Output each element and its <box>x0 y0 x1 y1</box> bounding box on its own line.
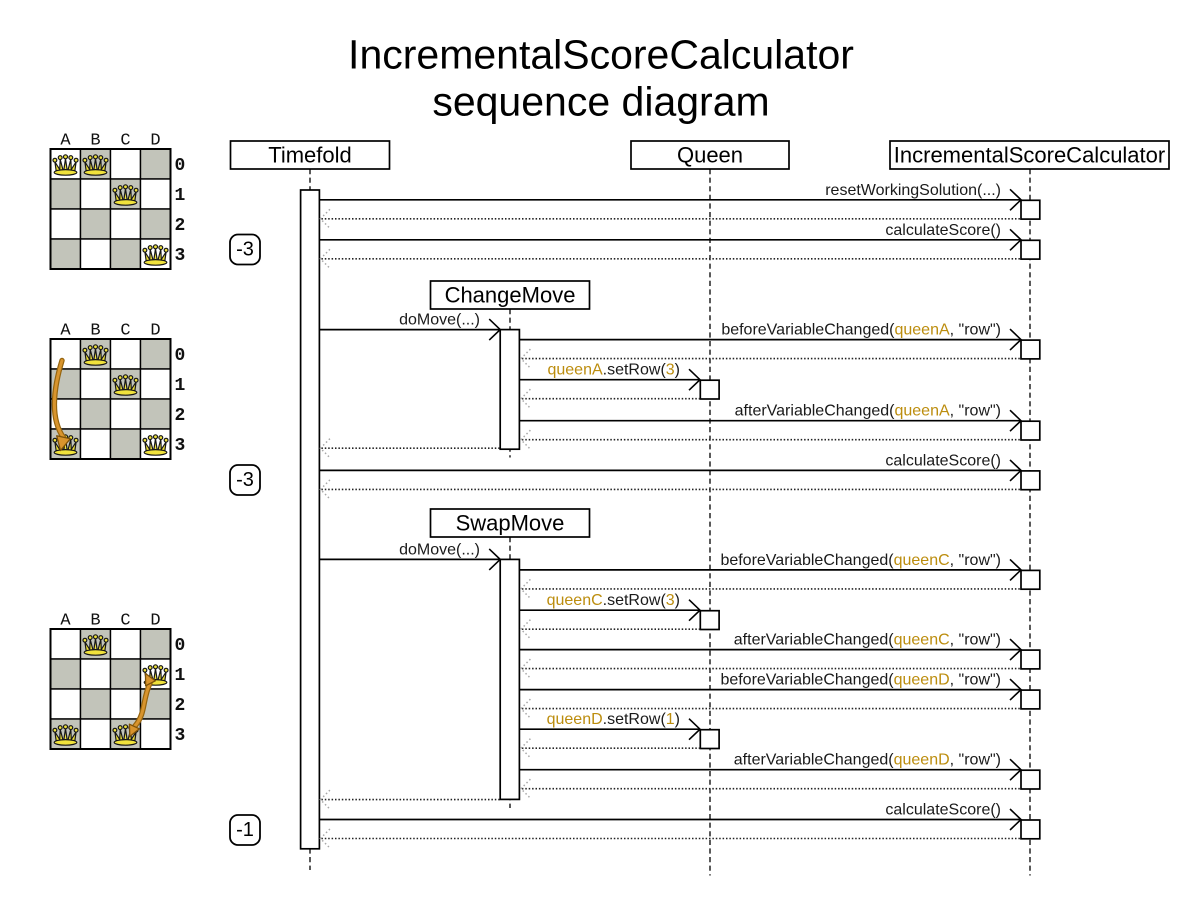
svg-text:C: C <box>120 612 130 631</box>
svg-text:SwapMove: SwapMove <box>456 511 565 536</box>
svg-text:0: 0 <box>175 346 186 366</box>
svg-text:1: 1 <box>175 186 186 206</box>
svg-text:queenC.setRow(3): queenC.setRow(3) <box>547 592 680 609</box>
svg-text:afterVariableChanged(queenC, ": afterVariableChanged(queenC, "row") <box>734 632 1001 649</box>
svg-text:resetWorkingSolution(...): resetWorkingSolution(...) <box>825 182 1001 199</box>
svg-text:C: C <box>120 132 130 151</box>
svg-text:doMove(...): doMove(...) <box>399 541 480 558</box>
svg-text:A: A <box>60 322 71 341</box>
svg-text:0: 0 <box>175 156 186 176</box>
svg-text:Timefold: Timefold <box>268 143 352 168</box>
svg-text:afterVariableChanged(queenD, ": afterVariableChanged(queenD, "row") <box>734 752 1001 769</box>
svg-text:-3: -3 <box>236 469 254 491</box>
svg-text:C: C <box>120 322 130 341</box>
svg-text:D: D <box>150 132 160 151</box>
svg-text:3: 3 <box>175 436 186 456</box>
svg-text:calculateScore(): calculateScore() <box>885 222 1001 239</box>
svg-text:beforeVariableChanged(queenC,: beforeVariableChanged(queenC, "row") <box>720 552 1001 569</box>
svg-text:queenD.setRow(1): queenD.setRow(1) <box>547 711 680 728</box>
svg-text:afterVariableChanged(queenA, ": afterVariableChanged(queenA, "row") <box>735 403 1001 420</box>
svg-text:sequence diagram: sequence diagram <box>432 79 769 125</box>
svg-text:2: 2 <box>175 216 186 236</box>
svg-text:-1: -1 <box>236 819 254 841</box>
svg-text:A: A <box>60 612 71 631</box>
svg-text:3: 3 <box>175 246 186 266</box>
svg-text:IncrementalScoreCalculator: IncrementalScoreCalculator <box>348 32 854 78</box>
svg-text:queenA.setRow(3): queenA.setRow(3) <box>547 362 680 379</box>
svg-text:calculateScore(): calculateScore() <box>885 452 1001 469</box>
svg-text:doMove(...): doMove(...) <box>399 312 480 329</box>
svg-text:2: 2 <box>175 696 186 716</box>
svg-text:beforeVariableChanged(queenA,: beforeVariableChanged(queenA, "row") <box>721 322 1001 339</box>
svg-text:IncrementalScoreCalculator: IncrementalScoreCalculator <box>894 143 1165 168</box>
svg-text:2: 2 <box>175 406 186 426</box>
svg-text:1: 1 <box>175 376 186 396</box>
svg-text:Queen: Queen <box>677 143 743 168</box>
svg-text:ChangeMove: ChangeMove <box>445 283 576 308</box>
svg-text:3: 3 <box>175 726 186 746</box>
svg-text:-3: -3 <box>236 238 254 260</box>
svg-text:B: B <box>90 322 100 341</box>
svg-text:calculateScore(): calculateScore() <box>885 802 1001 819</box>
svg-text:0: 0 <box>175 636 186 656</box>
svg-text:beforeVariableChanged(queenD,: beforeVariableChanged(queenD, "row") <box>720 672 1001 689</box>
svg-text:A: A <box>60 132 71 151</box>
svg-text:B: B <box>90 612 100 631</box>
svg-text:B: B <box>90 132 100 151</box>
svg-text:D: D <box>150 322 160 341</box>
svg-text:D: D <box>150 612 160 631</box>
svg-text:1: 1 <box>175 666 186 686</box>
